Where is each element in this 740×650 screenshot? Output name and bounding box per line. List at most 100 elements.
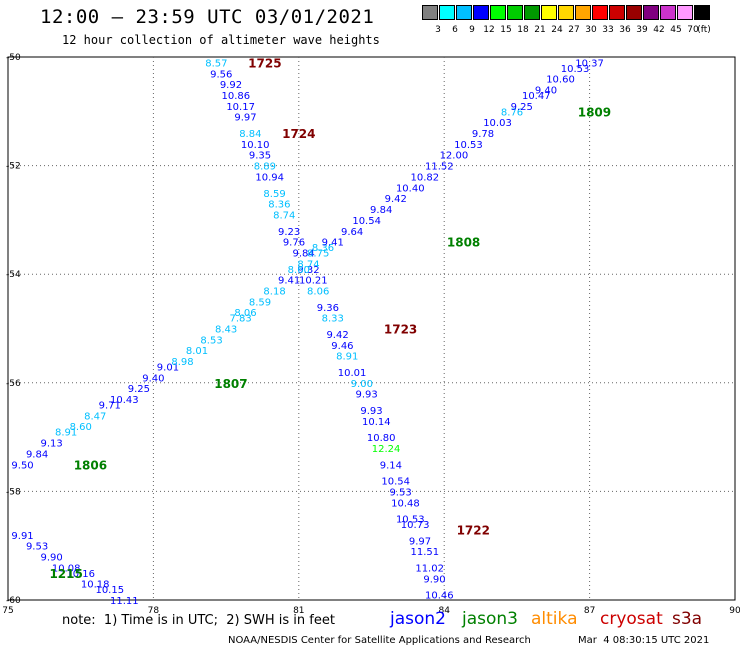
swh-value-label: 10.54 (352, 216, 381, 227)
color-swatch (643, 5, 659, 20)
swh-value-label: 9.84 (370, 205, 392, 216)
swh-value-label: 8.36 (312, 243, 334, 254)
swh-value-label: 9.53 (26, 542, 48, 553)
x-tick-label: 75 (2, 606, 13, 616)
color-swatch (541, 5, 557, 20)
swh-value-label: 9.42 (326, 330, 348, 341)
color-scale-label: 3 (435, 25, 441, 35)
swh-value-label: 10.73 (401, 520, 430, 531)
swh-value-label: 10.01 (338, 368, 367, 379)
swh-value-label: 10.21 (299, 276, 328, 287)
swh-value-label: 9.42 (385, 194, 407, 205)
swh-value-label: 8.36 (268, 200, 290, 211)
page-title: 12:00 – 23:59 UTC 03/01/2021 (40, 6, 375, 28)
pass-time-label: 1724 (282, 127, 315, 141)
color-scale-label: 36 (619, 25, 631, 35)
swh-value-label: 12.24 (372, 444, 401, 455)
swh-value-label: 10.08 (52, 563, 81, 574)
color-swatch (677, 5, 693, 20)
satellite-s3a: s3a (672, 609, 703, 629)
color-scale-label: 42 (653, 25, 665, 35)
color-scale-label: 21 (534, 25, 546, 35)
pass-time-label: 1723 (384, 323, 417, 337)
swh-value-label: 10.86 (221, 91, 250, 102)
color-scale-label: 18 (517, 25, 529, 35)
swh-value-label: 8.18 (263, 286, 285, 297)
timestamp-text: Mar 4 08:30:15 UTC 2021 (578, 635, 710, 646)
swh-value-label: 9.41 (322, 238, 344, 249)
swh-value-label: 9.36 (317, 303, 339, 314)
swh-value-label: 10.94 (255, 172, 284, 183)
color-scale-label: 45 (670, 25, 682, 35)
color-scale-label: 70 (687, 25, 699, 35)
swh-value-label: 9.90 (423, 574, 445, 585)
swh-value-label: 8.57 (205, 58, 227, 69)
swh-value-label: 8.91 (55, 428, 77, 439)
swh-value-label: 10.60 (546, 75, 575, 86)
color-scale-label: 33 (602, 25, 614, 35)
swh-value-label: 8.59 (249, 297, 271, 308)
pass-time-label: 1808 (447, 236, 480, 250)
y-tick-label: -60 (6, 596, 21, 606)
swh-value-label: 10.80 (367, 433, 396, 444)
page-subtitle: 12 hour collection of altimeter wave hei… (62, 33, 380, 47)
swh-value-label: 9.40 (535, 86, 557, 97)
swh-value-label: 9.46 (331, 341, 353, 352)
x-tick-label: 87 (584, 606, 595, 616)
swh-value-label: 10.47 (522, 91, 551, 102)
x-tick-label: 84 (438, 606, 450, 616)
color-swatch (490, 5, 506, 20)
color-scale-label: 15 (500, 25, 512, 35)
x-tick-label: 78 (148, 606, 160, 616)
pass-time-label: 1215 (49, 567, 82, 581)
color-scale-label: 9 (469, 25, 475, 35)
swh-value-label: 9.40 (142, 373, 164, 384)
swh-value-label: 9.53 (389, 487, 411, 498)
swh-value-label: 8.74 (273, 210, 295, 221)
swh-value-label: 9.41 (278, 276, 300, 287)
color-swatch (575, 5, 591, 20)
swh-value-label: 9.32 (297, 265, 319, 276)
x-tick-label: 90 (729, 606, 740, 616)
color-swatch (609, 5, 625, 20)
swh-value-label: 10.03 (483, 118, 512, 129)
swh-value-label: 9.90 (40, 553, 62, 564)
color-scale-label: 12 (483, 25, 495, 35)
color-scale-unit: (ft) (697, 25, 711, 35)
swh-value-label: 8.60 (70, 422, 92, 433)
swh-value-label: 11.52 (425, 162, 454, 173)
swh-value-label: 12.00 (440, 151, 469, 162)
swh-value-label: 10.48 (391, 498, 420, 509)
swh-value-label: 10.10 (241, 140, 270, 151)
y-tick-label: -52 (6, 162, 21, 172)
swh-value-label: 9.93 (356, 390, 378, 401)
color-swatch (592, 5, 608, 20)
swh-value-label: 8.06 (307, 286, 329, 297)
color-swatch (439, 5, 455, 20)
swh-value-label: 9.76 (283, 238, 305, 249)
satellite-jason3: jason3 (462, 609, 518, 629)
color-swatch (694, 5, 710, 20)
swh-value-label: 8.06 (234, 308, 256, 319)
swh-value-label: 8.89 (254, 162, 276, 173)
swh-value-label: 8.76 (501, 107, 523, 118)
swh-value-label: 10.53 (396, 515, 425, 526)
swh-value-label: 9.13 (40, 439, 62, 450)
swh-value-label: 8.47 (84, 411, 106, 422)
swh-value-label: 10.46 (425, 591, 454, 602)
color-swatch (660, 5, 676, 20)
swh-value-label: 10.82 (410, 172, 439, 183)
color-swatch (558, 5, 574, 20)
color-scale-label: 27 (568, 25, 580, 35)
swh-value-label: 9.23 (278, 227, 300, 238)
swh-value-label: 8.60 (288, 265, 310, 276)
swh-value-label: 10.53 (454, 140, 483, 151)
swh-value-label: 9.00 (351, 379, 373, 390)
y-tick-label: -54 (6, 270, 21, 280)
swh-value-label: 9.64 (341, 227, 363, 238)
swh-value-label: 8.91 (336, 352, 358, 363)
y-tick-label: -58 (6, 487, 21, 497)
satellite-jason2: jason2 (390, 609, 446, 629)
color-swatch (507, 5, 523, 20)
